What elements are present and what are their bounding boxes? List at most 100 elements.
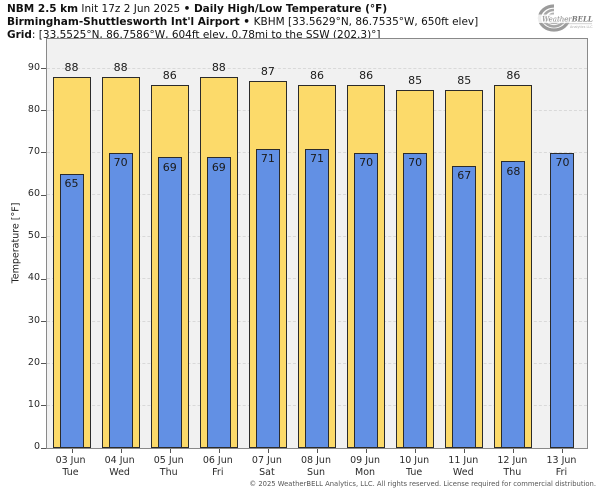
y-tick-mark (41, 405, 46, 407)
x-tick-date: 04 Jun (104, 455, 135, 466)
y-tick-mark (41, 236, 46, 238)
x-tick-mark (415, 449, 417, 453)
low-value-label: 67 (457, 169, 472, 182)
x-tick-date: 11 Jun (448, 455, 479, 466)
high-value-label: 88 (64, 60, 79, 74)
x-tick-mark (464, 449, 466, 453)
y-tick-label: 70 (27, 145, 40, 157)
x-tick-weekday: Thu (503, 466, 522, 478)
y-tick-label: 50 (27, 230, 40, 242)
weatherbell-swirl-icon: WeatherBELL Analytics LLC (537, 4, 594, 32)
x-tick-label: 03 Jun Tue (46, 455, 95, 478)
x-tick-label: 04 Jun Wed (95, 455, 144, 478)
x-tick-label: 10 Jun Tue (390, 455, 439, 478)
station-name: Birmingham-Shuttlesworth Int'l Airport (7, 16, 240, 28)
x-tick-mark (169, 449, 171, 453)
plot-area: 88 65 88 70 86 69 88 69 87 71 86 71 86 70 85 70 85 67 86 68… (41, 38, 588, 453)
bar-low (452, 165, 477, 448)
low-value-label: 70 (555, 156, 570, 170)
x-tick-mark (267, 449, 269, 453)
high-value-label: 86 (506, 69, 521, 83)
x-tick-date: 03 Jun (55, 455, 86, 466)
low-value-label: 70 (113, 156, 128, 170)
x-tick-date: 06 Jun (202, 455, 233, 466)
svg-text:WeatherBELL: WeatherBELL (542, 15, 593, 24)
x-tick-label: 13 Jun Fri (537, 455, 586, 478)
high-value-label: 85 (408, 73, 423, 87)
x-tick-label: 09 Jun Mon (341, 455, 390, 478)
init-time: Init 17z 2 Jun 2025 (78, 3, 184, 15)
y-tick-label: 0 (33, 441, 40, 452)
model-name: NBM 2.5 km (7, 3, 79, 15)
low-value-label: 70 (359, 156, 374, 170)
weatherbell-logo: WeatherBELL Analytics LLC (533, 1, 597, 47)
low-value-label: 69 (162, 160, 177, 174)
y-tick-label: 80 (27, 103, 40, 115)
y-tick-mark (41, 278, 46, 280)
x-tick-weekday: Mon (355, 466, 376, 478)
x-tick-label: 08 Jun Sun (291, 455, 340, 478)
chart-header: NBM 2.5 km Init 17z 2 Jun 2025 • Daily H… (7, 3, 478, 42)
x-tick-label: 06 Jun Fri (193, 455, 242, 478)
x-tick-date: 13 Jun (546, 455, 577, 466)
y-tick-mark (41, 152, 46, 154)
y-tick-mark (41, 321, 46, 323)
x-tick-date: 07 Jun (251, 455, 282, 466)
bar-low (354, 152, 379, 448)
bullet-separator: • (183, 3, 194, 15)
x-tick-date: 10 Jun (399, 455, 430, 466)
x-axis-ticks: 03 Jun Tue 04 Jun Wed 05 Jun Thu 06 Jun Fri 07 J… (46, 455, 588, 481)
svg-text:Analytics LLC: Analytics LLC (570, 25, 593, 29)
header-line-2: Birmingham-Shuttlesworth Int'l Airport •… (7, 16, 478, 29)
gridline (47, 67, 587, 69)
y-tick-label: 40 (27, 272, 40, 284)
y-tick-label: 60 (27, 188, 40, 199)
x-tick-mark (366, 449, 368, 453)
x-tick-weekday: Tue (406, 466, 423, 478)
x-tick-weekday: Fri (555, 466, 568, 478)
bar-low (206, 157, 231, 448)
x-tick-weekday: Wed (452, 466, 474, 478)
x-tick-weekday: Tue (62, 466, 79, 478)
high-value-label: 87 (260, 65, 275, 79)
x-tick-mark (218, 449, 220, 453)
bar-low (550, 152, 575, 448)
bullet-separator: • (239, 16, 254, 28)
low-value-label: 71 (260, 152, 275, 166)
x-tick-mark (317, 449, 318, 453)
x-tick-mark (562, 449, 564, 453)
bar-low (108, 152, 133, 448)
x-tick-mark (120, 449, 122, 453)
high-value-label: 88 (113, 60, 128, 74)
product-title: Daily High/Low Temperature (°F) (193, 3, 388, 15)
x-tick-label: 05 Jun Thu (144, 455, 193, 478)
y-tick-label: 20 (27, 356, 40, 368)
x-tick-date: 08 Jun (301, 455, 331, 466)
x-tick-weekday: Thu (159, 466, 178, 478)
high-value-label: 85 (457, 73, 472, 87)
low-value-label: 68 (506, 164, 521, 178)
copyright-notice: © 2025 WeatherBELL Analytics, LLC. All r… (249, 480, 596, 488)
high-value-label: 88 (211, 60, 226, 74)
x-tick-weekday: Fri (212, 466, 224, 478)
high-value-label: 86 (359, 69, 374, 83)
high-value-label: 86 (162, 69, 177, 83)
low-value-label: 70 (408, 156, 423, 170)
y-tick-label: 10 (27, 398, 40, 410)
station-meta: KBHM [33.5629°N, 86.7535°W, 650ft elev] (253, 16, 479, 28)
y-axis-ticks: 0 10 20 30 40 50 60 70 80 90 (0, 38, 40, 453)
x-tick-label: 12 Jun Thu (488, 455, 537, 478)
low-value-label: 69 (211, 160, 226, 174)
bar-low (403, 152, 428, 448)
high-value-label: 86 (310, 69, 324, 83)
y-tick-mark (41, 68, 46, 70)
x-tick-weekday: Sat (259, 466, 275, 478)
x-tick-weekday: Wed (109, 466, 130, 478)
y-tick-label: 90 (27, 61, 40, 73)
x-tick-label: 11 Jun Wed (439, 455, 488, 478)
x-tick-weekday: Sun (306, 466, 326, 478)
y-tick-mark (41, 110, 46, 112)
x-tick-mark (71, 449, 73, 453)
bar-low (157, 157, 182, 448)
